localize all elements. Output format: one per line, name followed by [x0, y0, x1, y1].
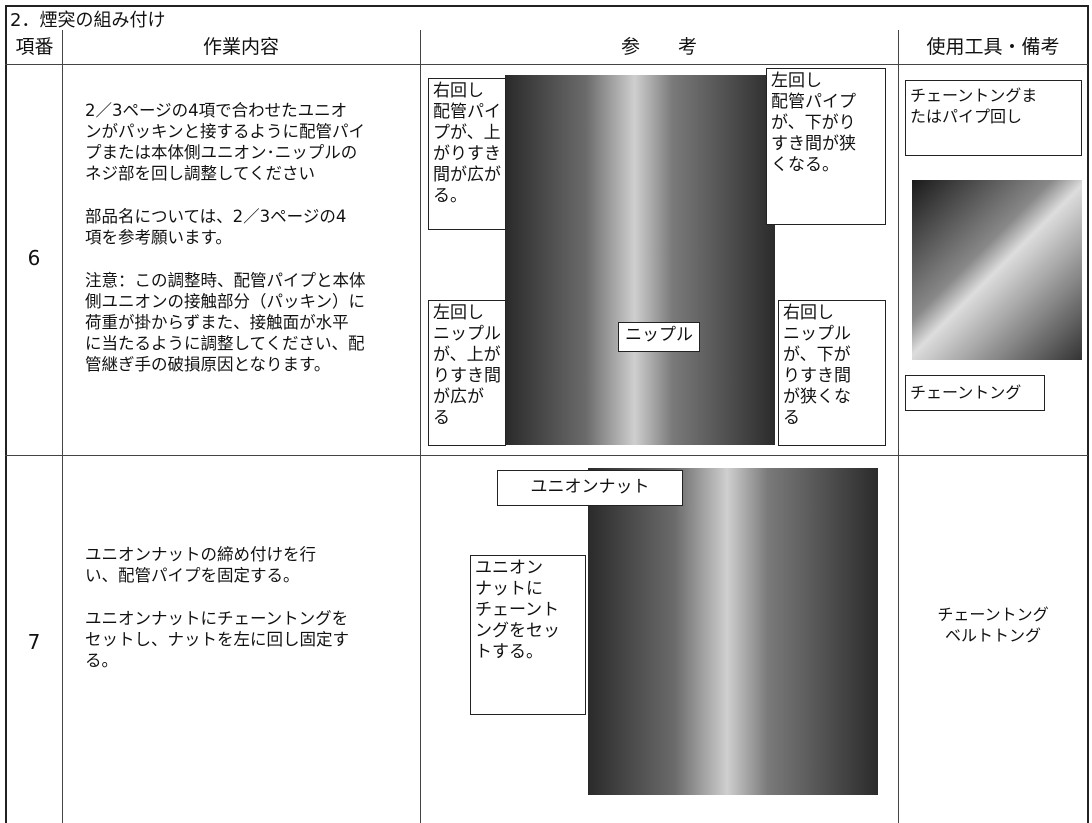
callout-line: ングをセッ [475, 621, 560, 641]
paragraph: 部品名については、2／3ページの4 項を参考願います。 [85, 206, 415, 248]
tool-line: ベルトトング [944, 626, 1041, 645]
callout-line: プが、上 [433, 123, 501, 143]
column-header: 使用工具・備考 [926, 36, 1060, 58]
callout-line: が、上が [433, 345, 501, 365]
column-header: 参 考 [620, 36, 697, 58]
callout-line: 配管パイ [433, 102, 501, 122]
column-header: 作業内容 [202, 36, 279, 58]
callout-line: 左回し [433, 303, 484, 323]
callout-line: ナットに [475, 579, 543, 599]
section-title: 2．煙突の組み付け [10, 10, 166, 31]
callout-line: トする。 [475, 642, 543, 662]
paragraph: 注意：この調整時、配管パイプと本体 側ユニオンの接触部分（パッキン）に 荷重が掛から… [85, 270, 415, 375]
text-line: セットし、ナットを左に回し固定す [85, 630, 349, 649]
text-line: 2／3ページの4項で合わせたユニオ [85, 101, 348, 120]
callout-line: がりすき [433, 144, 501, 164]
tool-note: チェーントングま たはパイプ回し [905, 80, 1082, 156]
text-line: ユニオンナットにチェーントングを [85, 609, 349, 628]
paragraph: 2／3ページの4項で合わせたユニオ ンがパッキンと接するように配管パイ プまたは本体… [85, 100, 415, 184]
text-line: ンがパッキンと接するように配管パイ [85, 122, 366, 141]
text-line: プまたは本体側ユニオン･ニップルの [85, 143, 358, 162]
tool-note: チェーントング [905, 375, 1045, 411]
callout: 右回し 配管パイ プが、上 がりすき 間が広が る。 [428, 78, 506, 230]
callout-line: ユニオン [475, 558, 543, 578]
callout: 左回し 配管パイプ が、下がり すき間が狭 くなる。 [766, 68, 886, 225]
callout: ニップル [618, 322, 700, 352]
callout: 右回し ニップル が、下が りすき間 が狭くなる [778, 300, 886, 446]
callout-line: る。 [433, 186, 467, 206]
col-divider [62, 30, 63, 823]
text-line: ユニオンナットの締め付けを行 [85, 545, 316, 564]
callout-line: ユニオンナット [530, 477, 650, 497]
callout-line: ニップル [433, 324, 501, 344]
callout-line: る [783, 408, 800, 428]
callout-line: が、下がり [771, 113, 856, 133]
text-line: 部品名については、2／3ページの4 [85, 207, 347, 226]
right-border [1087, 5, 1089, 823]
instruction-text: ユニオンナットの締め付けを行 い、配管パイプを固定する。ユニオンナットにチェーント… [85, 544, 415, 693]
callout-line: チェーント [475, 600, 560, 620]
callout-line: ニップル [625, 325, 693, 345]
callout-line: 左回し [771, 71, 822, 91]
paragraph: ユニオンナットの締め付けを行 い、配管パイプを固定する。 [85, 544, 415, 586]
callout-line: が広が [433, 387, 484, 407]
item-number: 7 [27, 630, 41, 654]
text-line: 注意：この調整時、配管パイプと本体 [85, 271, 366, 290]
text-line: い、配管パイプを固定する。 [85, 566, 300, 585]
text-line: 管継ぎ手の破損原因となります。 [85, 355, 331, 374]
callout-line: 右回し [433, 81, 484, 101]
callout: ユニオンナット [497, 470, 683, 506]
column-header: 項番 [15, 36, 54, 58]
callout: ユニオン ナットに チェーント ングをセッ トする。 [470, 555, 586, 715]
row-divider [5, 455, 1088, 456]
col-divider [898, 30, 899, 823]
instruction-text: 2／3ページの4項で合わせたユニオ ンがパッキンと接するように配管パイ プまたは本体… [85, 100, 415, 397]
callout-line: りすき間 [433, 366, 501, 386]
header-divider [5, 64, 1088, 65]
text-line: に当たるように調整してください、配 [85, 334, 365, 353]
tool-line: たはパイプ回し [910, 107, 1023, 126]
callout-line: 右回し [783, 303, 834, 323]
callout: 左回し ニップル が、上が りすき間 が広がる [428, 300, 506, 446]
callout-line: る [433, 408, 450, 428]
callout-line: 間が広が [433, 165, 501, 185]
top-border [5, 5, 1088, 7]
callout-line: が狭くな [783, 387, 851, 407]
callout-line: ニップル [783, 324, 851, 344]
tool-line: チェーントング [910, 383, 1022, 402]
text-line: 側ユニオンの接触部分（パッキン）に [85, 292, 366, 311]
photo-chain-tong [912, 180, 1082, 360]
item-number: 6 [27, 246, 41, 270]
text-line: 荷重が掛からずまた、接触面が水平 [85, 313, 349, 332]
callout-line: が、下が [783, 345, 851, 365]
text-line: る。 [85, 651, 118, 670]
callout-line: りすき間 [783, 366, 851, 386]
paragraph: ユニオンナットにチェーントングを セットし、ナットを左に回し固定す る。 [85, 608, 415, 671]
text-line: ネジ部を回し調整してください [85, 164, 316, 183]
tool-line: チェーントング [937, 605, 1049, 624]
tool-line: チェーントングま [910, 86, 1038, 105]
callout-line: 配管パイプ [771, 92, 856, 112]
photo-union-nut [588, 468, 878, 795]
callout-line: くなる。 [771, 155, 839, 175]
left-border [5, 5, 7, 823]
col-divider [420, 30, 421, 823]
photo-union-joint [505, 75, 775, 445]
callout-line: すき間が狭 [771, 134, 856, 154]
text-line: 項を参考願います。 [85, 228, 232, 247]
tool-note: チェーントング ベルトトング [898, 604, 1088, 646]
